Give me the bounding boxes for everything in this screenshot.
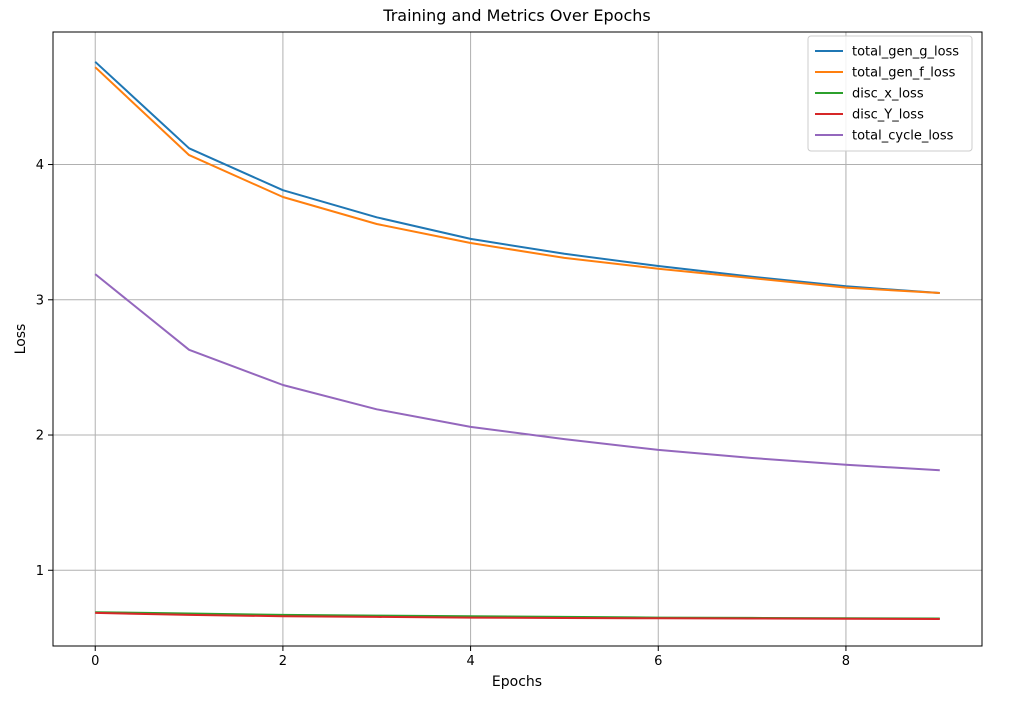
x-tick-label: 0 — [91, 654, 99, 669]
legend: total_gen_g_loss total_gen_f_loss disc_x_l… — [807, 35, 973, 152]
x-axis-label: Epochs — [492, 674, 542, 690]
series-line-total-gen-g-loss — [94, 61, 940, 294]
series-line-total-gen-f-loss — [94, 66, 940, 294]
x-tick-label: 2 — [279, 654, 287, 669]
legend-label-disc-y-loss: disc_Y_loss — [852, 108, 924, 123]
y-axis-label: Loss — [13, 324, 29, 355]
series-line-disc-y-loss — [95, 611, 940, 620]
legend-label-total-gen-g-loss: total_gen_g_loss — [852, 45, 959, 60]
axis-ticks: 0 2 4 6 8 1 2 3 4 — [36, 158, 850, 669]
legend-label-disc-x-loss: disc_x_loss — [852, 87, 924, 102]
x-tick-label: 8 — [842, 654, 850, 669]
series-line-total-cycle-loss — [94, 273, 940, 472]
legend-label-total-cycle-loss: total_cycle_loss — [852, 129, 954, 144]
x-tick-label: 6 — [654, 654, 662, 669]
plot-frame — [52, 31, 983, 647]
series-lines — [94, 61, 940, 620]
y-tick-label: 2 — [36, 429, 44, 444]
x-tick-label: 4 — [466, 654, 474, 669]
y-tick-label: 4 — [36, 158, 44, 173]
legend-label-total-gen-f-loss: total_gen_f_loss — [852, 66, 956, 81]
chart-title: Training and Metrics Over Epochs — [382, 6, 650, 25]
legend-box — [807, 35, 973, 152]
y-tick-label: 3 — [36, 293, 44, 308]
y-tick-label: 1 — [36, 564, 44, 579]
